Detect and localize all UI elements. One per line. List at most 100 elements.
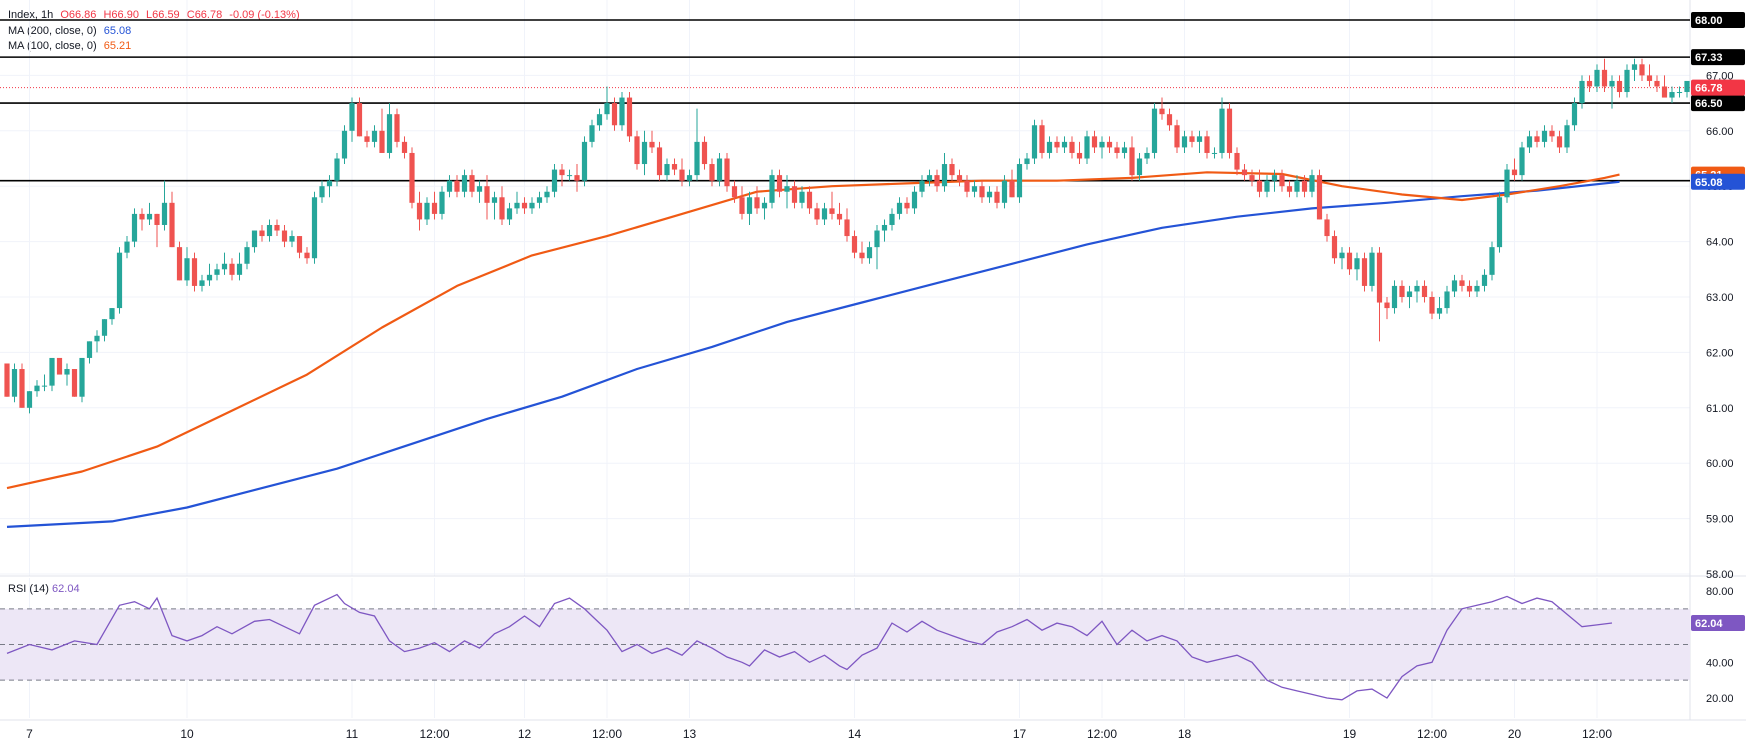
candle-body — [1489, 247, 1495, 275]
y-tick-label: 67.00 — [1706, 70, 1734, 82]
candle-body — [1474, 285, 1480, 292]
candle-body — [1189, 136, 1195, 142]
candle-body — [724, 158, 730, 187]
candle-body — [881, 224, 888, 231]
candle-body — [1646, 75, 1653, 81]
candle-body — [1294, 180, 1300, 192]
candle-body — [1466, 285, 1473, 292]
x-tick-label: 12:00 — [1417, 727, 1447, 741]
candle-body — [1301, 180, 1308, 192]
candle-body — [484, 186, 490, 203]
candle-body — [641, 141, 648, 165]
candle-body — [1481, 274, 1488, 286]
x-tick-label: 12 — [518, 727, 532, 741]
candle-body — [611, 103, 618, 126]
ma200-badge-bg — [1691, 173, 1745, 190]
candle-body — [1459, 280, 1465, 286]
candle-body — [889, 213, 895, 225]
rsi-line — [6, 593, 1613, 701]
candle-body — [71, 369, 78, 397]
x-tick-label: 12:00 — [1087, 727, 1117, 741]
candle-body — [34, 385, 40, 392]
candle-body — [709, 164, 715, 181]
ma200-value: 65.08 — [103, 25, 132, 37]
candle-body — [86, 341, 93, 358]
candle-body — [806, 191, 813, 209]
candle-body — [4, 363, 10, 397]
candle-body — [49, 357, 55, 386]
candle-body — [206, 274, 213, 281]
candle-body — [874, 230, 880, 248]
candle-body — [1114, 147, 1120, 153]
candle-body — [1594, 69, 1600, 87]
candle-body — [184, 258, 190, 281]
candle-body — [1204, 136, 1210, 153]
candle-body — [26, 391, 33, 408]
candle-body — [761, 202, 768, 209]
x-tick-label: 14 — [848, 727, 862, 741]
candle-body — [581, 141, 588, 181]
candle-body — [371, 130, 378, 142]
candle-body — [664, 164, 670, 176]
candle-body — [1421, 285, 1428, 297]
candle-body — [64, 369, 70, 375]
candle-body — [1579, 80, 1585, 104]
ma200-line — [6, 180, 1620, 528]
candle-body — [821, 208, 828, 220]
candle-body — [41, 385, 48, 387]
candle-body — [1174, 125, 1180, 148]
candle-body — [596, 114, 603, 126]
y-tick-label: 58.00 — [1706, 569, 1734, 581]
candle-body — [514, 202, 520, 209]
candle-body — [701, 141, 708, 165]
candle-body — [506, 208, 513, 220]
y-tick-label: 66.00 — [1706, 126, 1734, 138]
rsi-tick-label: 40.00 — [1706, 657, 1734, 669]
candle-body — [364, 136, 370, 142]
price-legend: Index, 1h O66.86 H66.90 L66.59 C66.78 -0… — [8, 9, 304, 21]
candle-body — [401, 141, 408, 153]
candle-body — [1414, 285, 1420, 292]
candle-body — [1406, 291, 1413, 297]
candle-body — [964, 180, 970, 192]
candle-body — [1129, 147, 1135, 176]
candle-body — [1024, 158, 1030, 165]
ma200-legend: MA (200, close, 0) 65.08 — [8, 25, 135, 37]
candle-body — [1496, 197, 1503, 248]
candle-body — [79, 357, 85, 397]
candle-body — [634, 136, 640, 165]
candle-body — [776, 175, 783, 192]
ma100-line — [6, 171, 1620, 490]
candle-body — [424, 202, 430, 220]
candle-body — [1196, 136, 1203, 142]
candle-body — [236, 263, 243, 275]
candle-body — [1249, 175, 1255, 181]
candle-body — [394, 114, 400, 142]
candle-body — [379, 130, 385, 153]
candle-body — [859, 252, 865, 259]
candle-body — [941, 164, 948, 187]
candle-body — [1316, 175, 1323, 220]
candle-body — [416, 202, 423, 220]
candle-body — [1534, 136, 1540, 142]
candle-body — [1504, 169, 1510, 198]
candle-body — [904, 202, 910, 209]
level-badge-bg — [1691, 95, 1745, 112]
y-tick-label: 61.00 — [1706, 403, 1734, 415]
candle-body — [731, 186, 738, 198]
rsi-badge-bg — [1691, 615, 1745, 632]
candle-body — [686, 175, 693, 181]
candle-body — [1001, 180, 1008, 203]
rsi-label: RSI (14) — [8, 583, 49, 595]
candle-body — [1384, 302, 1390, 309]
y-tick-label: 62.00 — [1706, 347, 1734, 359]
candle-body — [1361, 258, 1368, 286]
level-badge-bg — [1691, 12, 1745, 28]
candle-body — [1084, 136, 1090, 159]
candle-body — [296, 236, 303, 253]
candle-body — [844, 219, 850, 237]
candle-body — [289, 236, 295, 242]
candle-body — [1286, 186, 1293, 192]
candle-body — [1016, 164, 1023, 198]
